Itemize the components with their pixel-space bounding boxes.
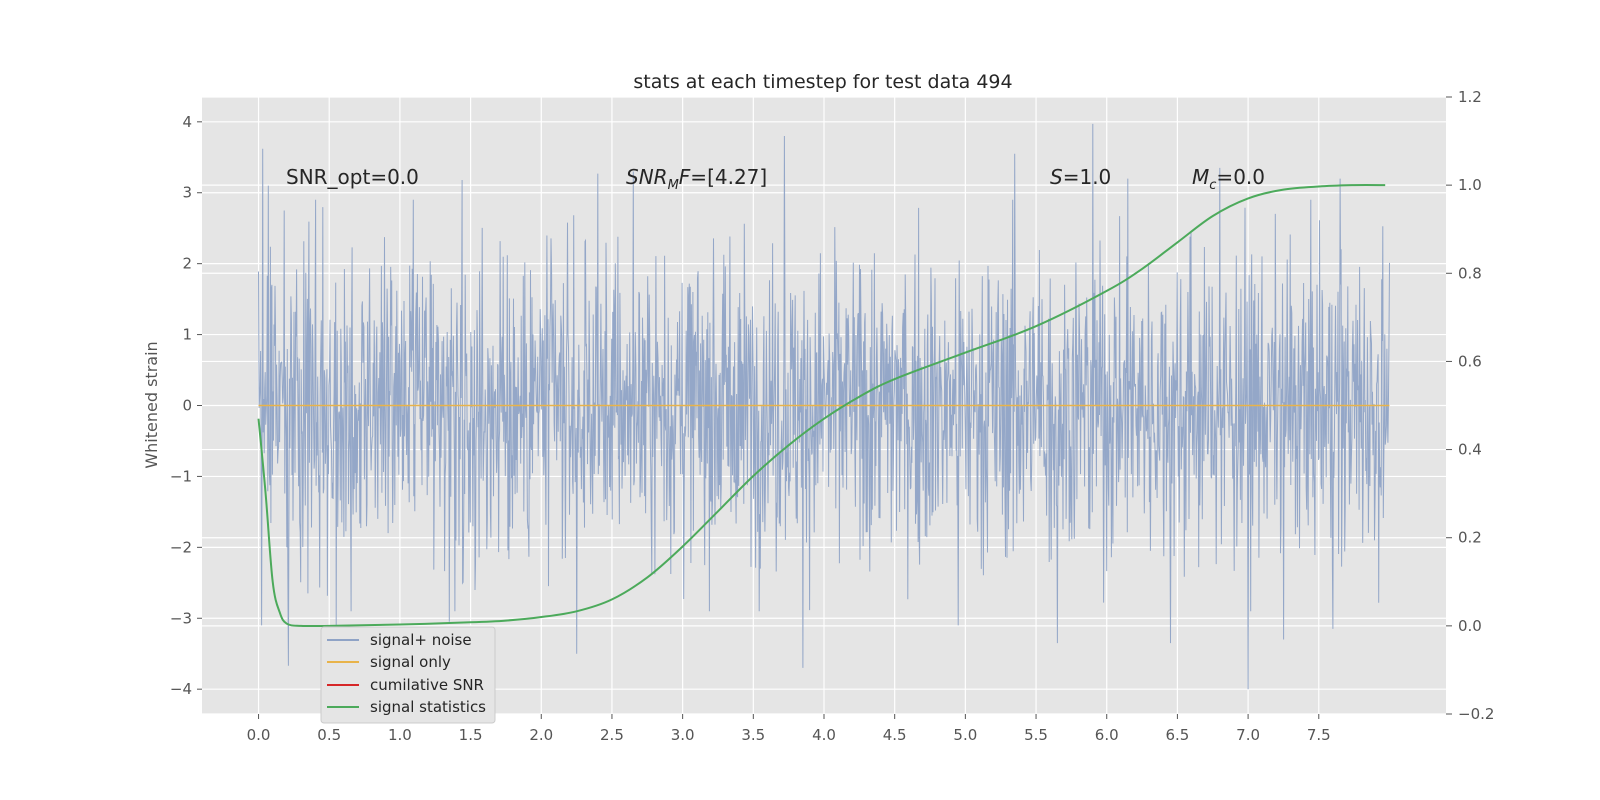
- x-tick-label-10: 5.0: [953, 726, 977, 744]
- x-tick-label-14: 7.0: [1236, 726, 1260, 744]
- y-axis-label: Whitened strain: [142, 341, 161, 468]
- annotation-mc-value: 0.0: [1233, 165, 1265, 189]
- x-tick-label-8: 4.0: [812, 726, 836, 744]
- y2-tick-label-3: 0.6: [1458, 352, 1482, 370]
- y2-tick-label-6: 0.0: [1458, 617, 1482, 635]
- legend-box: [320, 626, 496, 724]
- signal-statistics-series: [257, 184, 1386, 628]
- x-axis: 0.0 0.5 1.0 1.5 2.0 2.5 3.0 3.5 4.0 4.5 5.0 5.5 6.0 6…: [247, 714, 1331, 744]
- y2-tick-label-1: 1.0: [1458, 176, 1482, 194]
- annotation-snr-opt: SNR_opt=0.0: [286, 165, 419, 189]
- x-tick-label-1: 0.5: [317, 726, 341, 744]
- annotation-mc: Mc=0.0: [1192, 165, 1265, 193]
- legend-label-cumulative-snr: cumilative SNR: [370, 676, 484, 694]
- x-tick-label-2: 1.0: [388, 726, 412, 744]
- signal-noise-series: [258, 123, 1390, 690]
- signal-statistics-line: [257, 184, 1386, 628]
- x-tick-label-6: 3.0: [671, 726, 695, 744]
- y-axis-left: 4 3 2 1 0 −1 −2 −3 −4: [170, 113, 202, 698]
- x-tick-label-13: 6.5: [1165, 726, 1189, 744]
- annotation-snr-mf-value: [4.27]: [707, 165, 767, 189]
- y2-tick-label-4: 0.4: [1458, 441, 1482, 459]
- y-tick-label-5: −1: [170, 467, 192, 485]
- x-tick-label-0: 0.0: [247, 726, 271, 744]
- y2-tick-label-7: −0.2: [1458, 705, 1494, 723]
- x-tick-label-12: 6.0: [1095, 726, 1119, 744]
- x-tick-label-11: 5.5: [1024, 726, 1048, 744]
- y-tick-label-3: 1: [182, 326, 192, 344]
- y-tick-label-6: −2: [170, 538, 192, 556]
- annotation-snr-mf: SNRMF=[4.27]: [626, 165, 767, 193]
- y-tick-label-2: 2: [182, 255, 192, 273]
- y2-tick-label-5: 0.2: [1458, 529, 1482, 547]
- annotation-s: S=1.0: [1050, 165, 1111, 189]
- x-tick-label-4: 2.0: [529, 726, 553, 744]
- y-tick-label-8: −4: [170, 680, 192, 698]
- annotation-s-value: 1.0: [1079, 165, 1111, 189]
- y-axis-right: 1.2 1.0 0.8 0.6 0.4 0.2 0.0 −0.2: [1446, 88, 1494, 723]
- y2-tick-label-2: 0.8: [1458, 264, 1482, 282]
- x-tick-label-15: 7.5: [1307, 726, 1331, 744]
- legend: signal+ noise signal only cumilative SNR…: [320, 626, 496, 724]
- chart-title: stats at each timestep for test data 494: [633, 71, 1012, 93]
- y-tick-label-4: 0: [182, 397, 192, 415]
- x-tick-label-9: 4.5: [883, 726, 907, 744]
- y-tick-label-7: −3: [170, 609, 192, 627]
- legend-label-signal-only: signal only: [370, 653, 451, 671]
- signal-noise-line: [258, 123, 1390, 690]
- legend-label-signal-statistics: signal statistics: [370, 698, 486, 716]
- x-tick-label-3: 1.5: [459, 726, 483, 744]
- legend-label-signal-noise: signal+ noise: [370, 631, 472, 649]
- x-tick-label-7: 3.5: [741, 726, 765, 744]
- y2-tick-label-0: 1.2: [1458, 88, 1482, 106]
- x-tick-label-5: 2.5: [600, 726, 624, 744]
- y-tick-label-0: 4: [182, 113, 192, 131]
- y-tick-label-1: 3: [182, 184, 192, 202]
